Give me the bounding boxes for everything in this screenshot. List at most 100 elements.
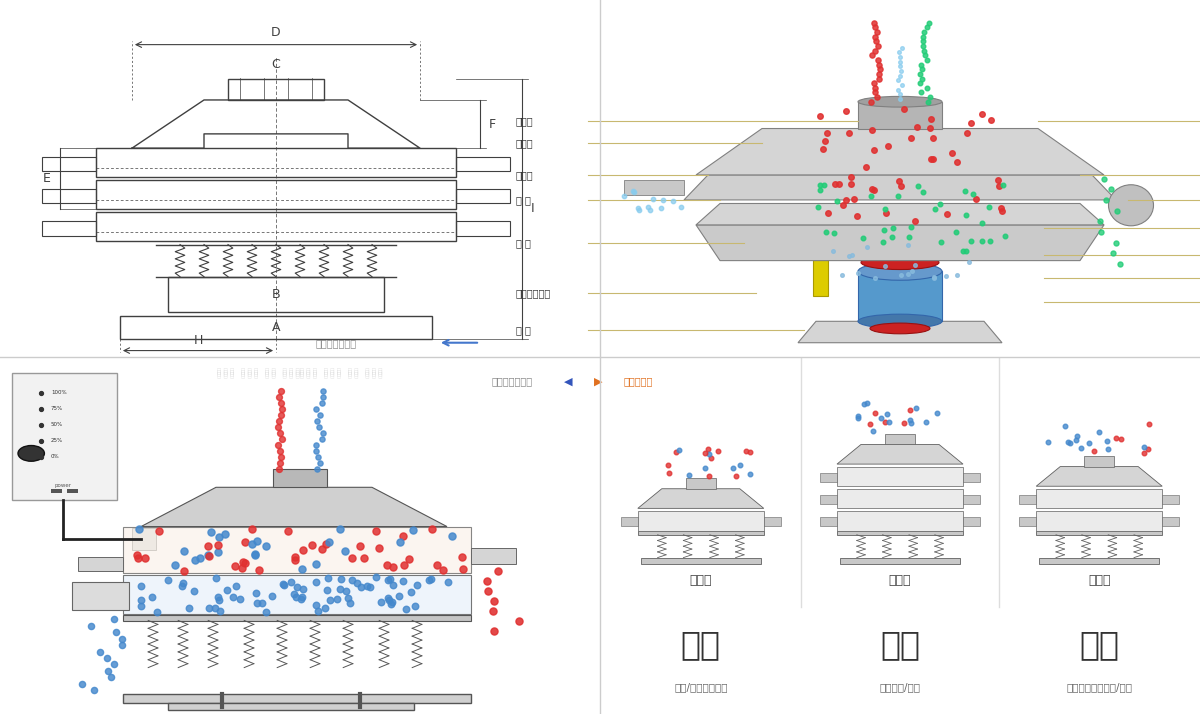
Point <box>992 206 1012 217</box>
Text: A: A <box>271 321 281 334</box>
Text: 除杂: 除杂 <box>1079 628 1120 661</box>
Point <box>871 413 890 424</box>
Point <box>875 203 894 215</box>
Point <box>870 69 889 80</box>
Point <box>815 179 834 191</box>
Point <box>925 203 944 214</box>
Point <box>211 605 230 616</box>
Ellipse shape <box>858 314 942 328</box>
Text: 弹 簧: 弹 簧 <box>516 238 530 248</box>
Point <box>384 579 403 590</box>
Point <box>488 565 508 577</box>
Bar <box>1037 531 1163 535</box>
Text: 进料口: 进料口 <box>516 116 534 126</box>
Point <box>209 531 228 543</box>
Point <box>313 427 332 438</box>
Point <box>865 31 884 42</box>
Point <box>899 231 918 243</box>
Point <box>638 201 658 213</box>
Point <box>947 156 966 168</box>
Point <box>269 439 288 451</box>
Point <box>1102 183 1121 195</box>
Point <box>913 40 932 52</box>
Point <box>252 598 271 609</box>
Point <box>818 207 838 218</box>
Point <box>894 103 913 114</box>
Point <box>900 404 919 416</box>
Point <box>894 417 913 428</box>
Point <box>899 239 918 251</box>
Point <box>419 575 438 586</box>
Point <box>914 31 934 42</box>
Point <box>1106 433 1126 444</box>
Point <box>452 552 472 563</box>
Bar <box>686 478 715 488</box>
Point <box>1094 173 1114 184</box>
Point <box>391 536 410 548</box>
Polygon shape <box>696 203 1104 225</box>
Point <box>308 605 328 617</box>
Bar <box>964 517 980 526</box>
Point <box>912 73 931 84</box>
Bar <box>96 180 456 208</box>
Point <box>868 54 887 66</box>
Point <box>808 201 827 213</box>
Point <box>973 236 992 247</box>
Point <box>270 464 289 476</box>
Point <box>198 549 217 560</box>
Point <box>923 132 942 144</box>
Point <box>889 47 908 59</box>
Point <box>320 594 340 605</box>
Point <box>313 391 332 403</box>
Point <box>874 236 893 248</box>
Point <box>901 417 920 428</box>
Text: 运输固定螺栓: 运输固定螺栓 <box>516 288 551 298</box>
Point <box>292 590 311 602</box>
Point <box>630 203 649 215</box>
Point <box>337 585 356 597</box>
Point <box>931 236 950 248</box>
Point <box>864 425 883 436</box>
Point <box>955 185 974 196</box>
Point <box>865 22 884 34</box>
Point <box>316 602 335 613</box>
Text: C: C <box>271 59 281 71</box>
Bar <box>838 467 964 486</box>
Point <box>316 538 335 550</box>
Point <box>1135 441 1154 453</box>
Point <box>614 190 634 201</box>
Point <box>1084 446 1103 457</box>
Point <box>311 458 330 469</box>
Bar <box>821 473 838 482</box>
Point <box>102 671 121 683</box>
Point <box>247 598 266 609</box>
Point <box>865 407 884 418</box>
Point <box>670 445 689 456</box>
Point <box>841 178 860 190</box>
Point <box>478 585 497 597</box>
Bar <box>168 276 384 313</box>
Ellipse shape <box>858 262 942 280</box>
Point <box>293 563 312 575</box>
Point <box>352 581 371 593</box>
Point <box>1108 205 1127 216</box>
Point <box>148 606 167 618</box>
Point <box>907 121 926 132</box>
Point <box>242 523 262 535</box>
Point <box>905 260 924 271</box>
Point <box>839 128 858 139</box>
Bar <box>838 531 964 535</box>
Point <box>856 161 875 173</box>
Point <box>328 593 347 604</box>
Point <box>918 96 937 107</box>
Point <box>1092 226 1111 238</box>
Point <box>890 93 910 104</box>
Text: 防尘盖: 防尘盖 <box>516 138 534 148</box>
Point <box>866 36 886 47</box>
Point <box>302 539 322 550</box>
Point <box>307 464 326 476</box>
Point <box>308 451 328 463</box>
Point <box>958 127 977 139</box>
Point <box>242 538 262 550</box>
Point <box>709 446 728 457</box>
